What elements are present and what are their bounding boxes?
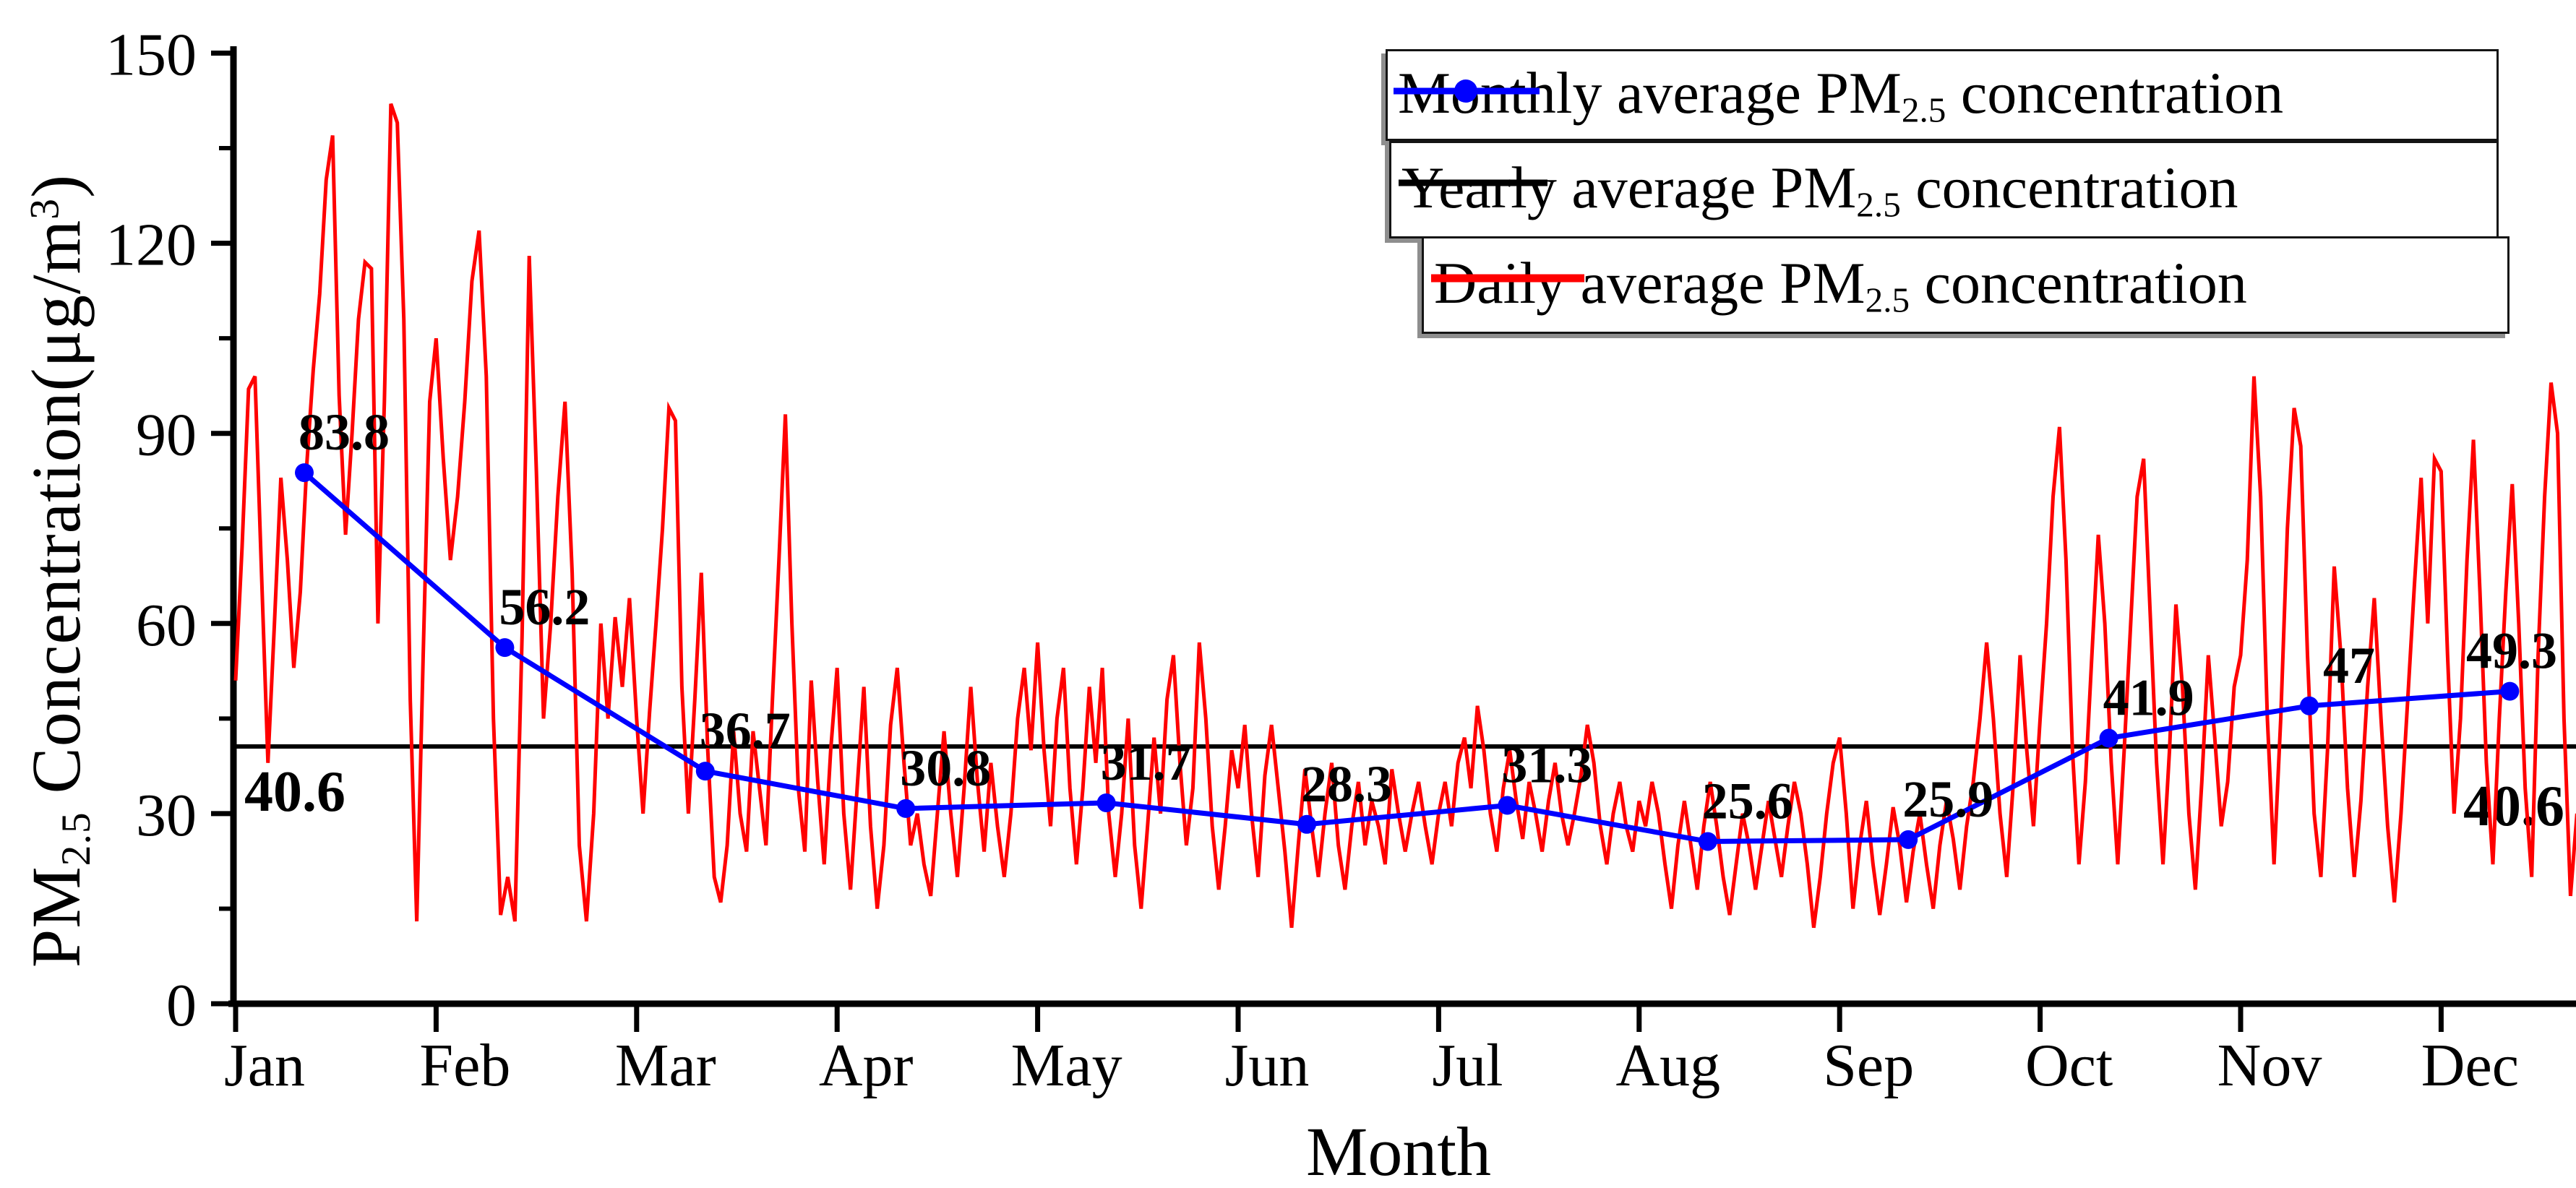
month-label: Jul [1432, 1032, 1503, 1099]
monthly-value-label: 30.8 [900, 739, 991, 797]
monthly-point [495, 638, 515, 658]
legend-entry-monthly: Monthly average PM2.5 concentration [1386, 49, 2499, 141]
x-axis-title: Month [1305, 1113, 1492, 1188]
yearly-line-sample-icon [1399, 179, 1547, 186]
yearly-value-label-left: 40.6 [244, 760, 345, 824]
month-label: Aug [1615, 1032, 1720, 1099]
month-label: Jun [1225, 1032, 1310, 1099]
monthly-value-label: 41.9 [2103, 669, 2194, 727]
monthly-point [1899, 830, 1918, 849]
month-label: Feb [419, 1032, 510, 1099]
monthly-point [1698, 832, 1717, 851]
subscript-text: 2.5 [1856, 184, 1901, 225]
label-text: PM [17, 866, 95, 968]
monthly-point [2500, 681, 2520, 701]
monthly-value-label: 31.7 [1101, 733, 1192, 791]
label-text: μg/m [17, 219, 95, 368]
legend-label-monthly: Monthly average PM2.5 concentration [1398, 59, 2283, 131]
legend-entry-daily: Daily average PM2.5 concentration [1422, 236, 2510, 334]
label-text: Daily average PM [1434, 250, 1866, 317]
monthly-value-label: 31.3 [1501, 736, 1592, 793]
monthly-value-label: 83.8 [299, 403, 390, 461]
legend-label-yearly: Yearly average PM2.5 concentration [1401, 154, 2238, 225]
monthly-point [1498, 796, 1517, 815]
month-label: May [1011, 1032, 1122, 1099]
legend-entry-yearly: Yearly average PM2.5 concentration [1389, 141, 2499, 238]
y-tick-label: 150 [106, 22, 197, 89]
month-label: Dec [2421, 1032, 2519, 1099]
label-text: concentration [1900, 155, 2238, 221]
monthly-line-sample-icon [1394, 79, 1540, 103]
label-text: concentration [1946, 60, 2284, 126]
label-text: Yearly average PM [1401, 155, 1857, 221]
subscript-text: 2.5 [1901, 90, 1946, 130]
month-label: Oct [2025, 1032, 2113, 1099]
month-label: Sep [1823, 1032, 1914, 1099]
superscript-text: 3 [22, 197, 68, 220]
monthly-value-label: 49.3 [2466, 622, 2557, 680]
y-axis-title: PM2.5 Concentration(μg/m3) [16, 174, 100, 968]
month-label: Mar [615, 1032, 716, 1099]
y-tick-label: 0 [166, 972, 197, 1039]
monthly-point [2300, 696, 2319, 715]
monthly-point [295, 463, 314, 483]
legend-label-daily: Daily average PM2.5 concentration [1434, 249, 2247, 321]
monthly-value-label: 47 [2323, 637, 2375, 694]
daily-line-sample-icon [1431, 274, 1584, 283]
month-label: Nov [2217, 1032, 2322, 1099]
y-tick-label: 30 [136, 782, 197, 849]
monthly-value-label: 25.6 [1702, 772, 1793, 830]
monthly-point [896, 799, 916, 818]
monthly-value-label: 25.9 [1902, 770, 1993, 828]
y-tick-label: 120 [106, 212, 197, 279]
y-tick-label: 60 [136, 592, 197, 659]
label-text: concentration [1910, 250, 2247, 317]
subscript-text: 2.5 [53, 812, 100, 866]
month-label: Jan [224, 1032, 305, 1099]
label-text: Concentration( [17, 367, 95, 812]
label-text: ) [17, 173, 95, 198]
monthly-point [2099, 728, 2118, 748]
monthly-point [1297, 814, 1316, 834]
month-label: Apr [819, 1032, 914, 1099]
monthly-average-line [302, 470, 2510, 845]
monthly-value-label: 56.2 [499, 578, 590, 636]
daily-average-line [233, 103, 2576, 929]
yearly-value-label-right: 40.6 [2463, 775, 2564, 838]
monthly-value-label: 36.7 [700, 702, 791, 759]
y-tick-label: 90 [136, 402, 197, 469]
subscript-text: 2.5 [1865, 280, 1910, 320]
monthly-point [1096, 793, 1116, 812]
monthly-value-label: 28.3 [1301, 755, 1392, 813]
monthly-point [695, 762, 715, 781]
